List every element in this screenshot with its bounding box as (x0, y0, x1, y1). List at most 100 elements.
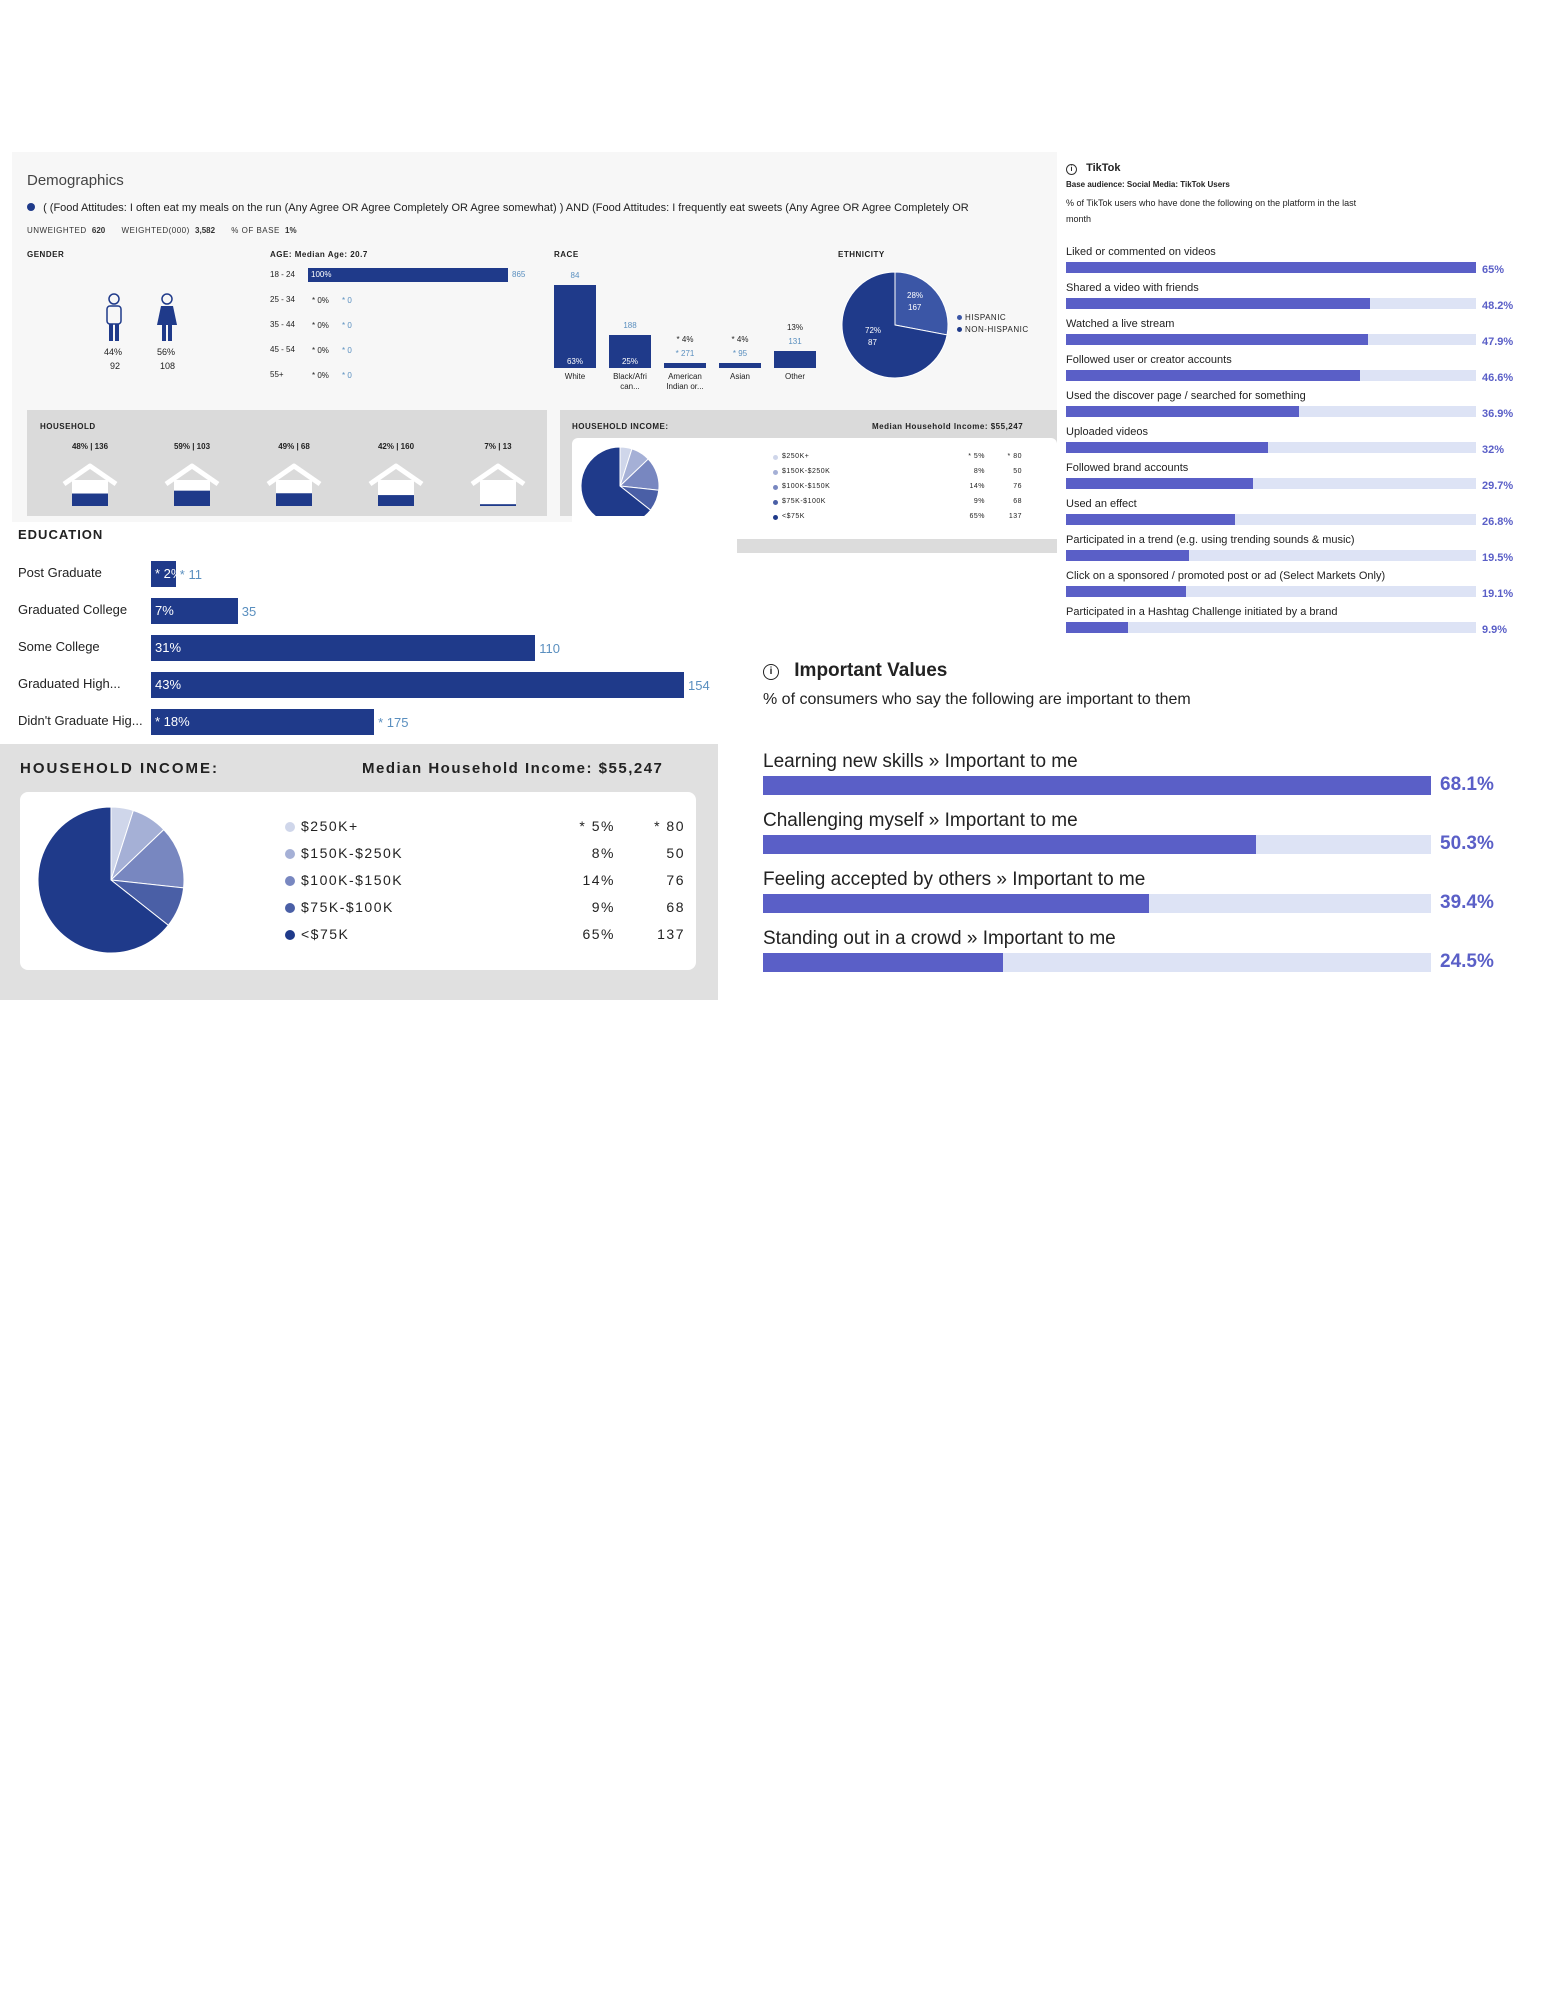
tiktok-row-label: Liked or commented on videos (1066, 246, 1216, 258)
legend-label: <$75K (782, 513, 805, 520)
household-item-label: 49% | 68 (278, 442, 310, 451)
race-category-label: Other (784, 372, 805, 381)
household-income-small-scrollbar[interactable] (737, 539, 1057, 553)
age-bar-pct: * 0% (312, 321, 329, 330)
legend-pct: 14% (582, 872, 615, 888)
household-item: 42% | 160 (346, 442, 446, 514)
household-item: 48% | 136 (40, 442, 140, 514)
education-row: Didn't Graduate Hig... * 18% * 175 (18, 709, 738, 735)
race-category-label: American (668, 372, 702, 381)
education-label: Some College (18, 639, 100, 654)
legend-hispanic-dot-icon (957, 315, 962, 320)
education-label: Graduated High... (18, 676, 121, 691)
legend-dot-icon (773, 500, 778, 505)
tiktok-bar-fill (1066, 514, 1236, 525)
age-bar-pct: * 0% (312, 296, 329, 305)
household-item-label: 59% | 103 (173, 442, 211, 451)
race-bar (719, 362, 761, 368)
legend-dot-icon (773, 485, 778, 490)
race-bar (664, 362, 706, 368)
legend-row: <$75K 65% 137 (773, 512, 1053, 526)
ethnicity-title: ETHNICITY (838, 250, 885, 259)
legend-count: 50 (666, 845, 685, 861)
female-count: 108 (160, 361, 176, 371)
tiktok-row: Watched a live stream 47.9% (1066, 318, 1526, 350)
legend-label: $250K+ (301, 818, 359, 834)
tiktok-row-pct: 47.9% (1482, 336, 1514, 348)
household-item: 59% | 103 (142, 442, 242, 514)
legend-row: $100K-$150K 14% 76 (285, 872, 685, 892)
pie-slice-hispanic (894, 271, 949, 336)
important-value-row: Learning new skills » Important to me 68.… (763, 751, 1543, 801)
legend-row: $250K+ * 5% * 80 (285, 818, 685, 838)
household-income-small-median: Median Household Income: $55,247 (872, 422, 1024, 431)
house-icon (470, 463, 526, 506)
legend-count: * 80 (654, 818, 685, 834)
legend-count: 76 (1013, 483, 1022, 490)
house-icon (266, 463, 322, 506)
age-row-label: 55+ (270, 370, 284, 379)
legend-pct: 65% (969, 513, 985, 520)
tiktok-row-pct: 48.2% (1482, 300, 1514, 312)
age-bar: 100% (308, 268, 508, 282)
legend-row: <$75K 65% 137 (285, 926, 685, 946)
legend-pct: 65% (582, 926, 615, 942)
important-value-pct: 68.1% (1440, 774, 1494, 795)
race-category-label-line2: can... (620, 382, 640, 391)
tiktok-bar-track (1066, 442, 1476, 453)
age-row-label: 35 - 44 (270, 320, 295, 329)
tiktok-bar-fill (1066, 334, 1369, 345)
age-row-label: 45 - 54 (270, 345, 295, 354)
tiktok-row: Used the discover page / searched for so… (1066, 390, 1526, 422)
tiktok-row-label: Participated in a trend (e.g. using tren… (1066, 534, 1355, 546)
legend-dot-icon (285, 849, 295, 859)
important-values-subtitle: % of consumers who say the following are… (763, 691, 1191, 708)
tiktok-bar-fill (1066, 442, 1268, 453)
tiktok-subtitle-line2: month (1066, 214, 1092, 224)
education-bar: * 18% (151, 709, 375, 735)
ethnicity-hispanic-count: 167 (908, 303, 922, 312)
education-row: Some College 31% 110 (18, 635, 738, 661)
age-row: 18 - 24 100% 865 (270, 268, 550, 284)
race-bar: 25% (609, 335, 651, 368)
legend-label: <$75K (301, 926, 350, 942)
age-bar-count: 865 (512, 270, 526, 279)
important-value-track (763, 953, 1431, 972)
legend-pct: 14% (969, 483, 985, 490)
tiktok-row-label: Followed brand accounts (1066, 462, 1189, 474)
race-bar-pct: 13% (786, 322, 803, 332)
race-chart: 63% 84 White 25% 188 Black/Afri can... * 4% * 27… (554, 268, 824, 398)
legend-dot-icon (773, 470, 778, 475)
ethnicity-hispanic-pct: 28% (907, 291, 924, 300)
legend-hispanic-label: HISPANIC (965, 313, 1007, 322)
tiktok-title: TikTok (1086, 162, 1121, 174)
tiktok-row-label: Used an effect (1066, 498, 1137, 510)
important-value-label: Feeling accepted by others » Important t… (763, 869, 1146, 890)
tiktok-bar-track (1066, 262, 1476, 273)
age-row-label: 25 - 34 (270, 295, 295, 304)
tiktok-row: Used an effect 26.8% (1066, 498, 1526, 530)
important-value-row: Standing out in a crowd » Important to m… (763, 928, 1543, 978)
query-bullet-icon (27, 203, 35, 211)
important-value-track (763, 894, 1431, 913)
pie-slice (580, 446, 652, 516)
legend-label: $150K-$250K (782, 468, 831, 475)
race-bar-pct: * 4% (676, 334, 694, 344)
tiktok-row-label: Participated in a Hashtag Challenge init… (1066, 606, 1338, 618)
important-value-track (763, 776, 1431, 795)
tiktok-row-pct: 46.6% (1482, 372, 1514, 384)
base-label: % OF BASE (231, 226, 280, 235)
info-icon[interactable]: i (763, 664, 779, 680)
unweighted-value: 620 (91, 226, 106, 235)
tiktok-subtitle-line1: % of TikTok users who have done the foll… (1066, 198, 1357, 208)
demographics-title: Demographics (27, 172, 124, 189)
weighted-label: WEIGHTED(000) (121, 226, 190, 235)
legend-non-hispanic: NON-HISPANIC (957, 324, 1029, 336)
info-icon[interactable]: i (1066, 164, 1077, 175)
tiktok-row: Shared a video with friends 48.2% (1066, 282, 1526, 314)
tiktok-bar-track (1066, 622, 1476, 633)
race-bar-pct: 63% (566, 357, 583, 366)
legend-label: $100K-$150K (301, 872, 404, 888)
tiktok-row-label: Watched a live stream (1066, 318, 1175, 330)
education-count: 110 (539, 641, 560, 656)
